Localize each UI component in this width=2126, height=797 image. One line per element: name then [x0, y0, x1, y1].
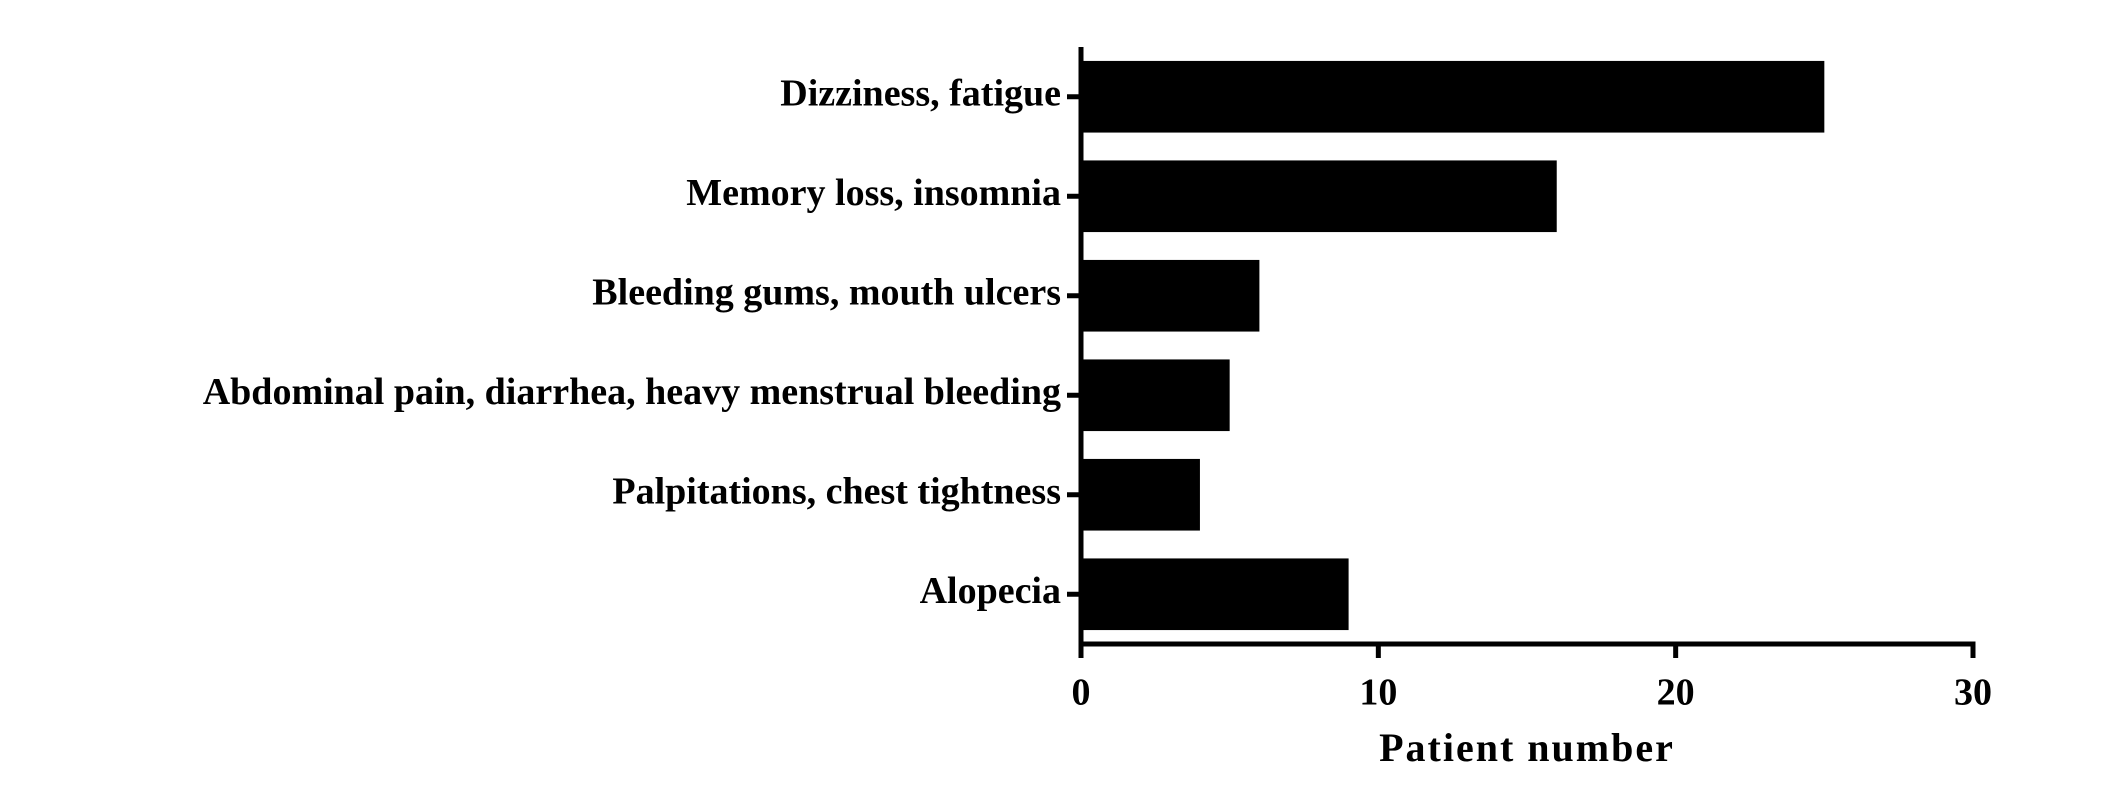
- bar: [1081, 60, 1825, 133]
- x-tick-label: 20: [1657, 672, 1695, 714]
- bar: [1081, 458, 1200, 531]
- x-tick-label: 0: [1072, 672, 1091, 714]
- x-axis-title: Patient number: [1379, 725, 1675, 770]
- y-tick-label: Memory loss, insomnia: [686, 172, 1061, 214]
- y-tick-label: Bleeding gums, mouth ulcers: [592, 271, 1061, 313]
- y-tick-label: Alopecia: [920, 570, 1061, 612]
- y-tick-label: Dizziness, fatigue: [780, 72, 1061, 114]
- x-tick-label: 30: [1954, 672, 1992, 714]
- bar: [1081, 160, 1557, 233]
- bar: [1081, 359, 1230, 432]
- y-tick-label: Palpitations, chest tightness: [612, 470, 1061, 512]
- bar: [1081, 558, 1349, 631]
- bar: [1081, 259, 1260, 332]
- x-tick-label: 10: [1359, 672, 1397, 714]
- y-tick-label: Abdominal pain, diarrhea, heavy menstrua…: [203, 371, 1061, 413]
